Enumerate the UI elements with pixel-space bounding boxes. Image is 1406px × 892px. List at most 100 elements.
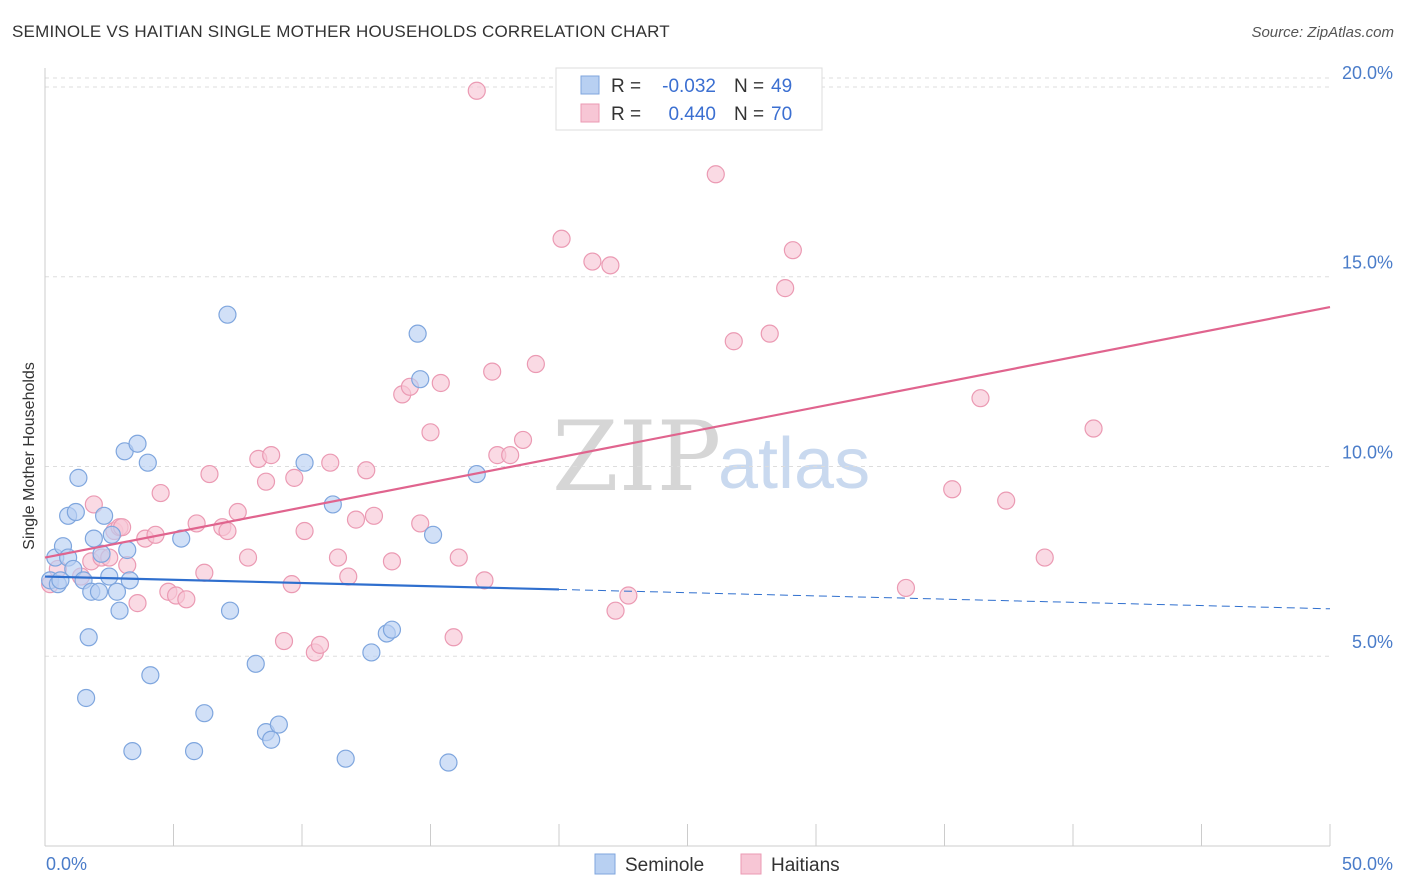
haitian-point xyxy=(84,495,103,514)
legend-n-value-seminole: 49 xyxy=(771,76,792,97)
stats-legend: R = -0.032 N = 49 R = 0.440 N = 70 xyxy=(555,67,823,131)
haitian-point xyxy=(321,453,340,472)
seminole-point xyxy=(382,620,402,639)
legend-n-value-haitians: 70 xyxy=(771,104,792,125)
haitian-point xyxy=(997,491,1016,510)
seminole-point xyxy=(77,688,96,708)
seminole-point xyxy=(118,540,137,560)
y-axis-label: Single Mother Households xyxy=(21,362,38,550)
bottom-legend-seminole: Seminole xyxy=(625,855,704,876)
seminole-point xyxy=(138,453,157,472)
seminole-points xyxy=(41,305,486,772)
haitian-point xyxy=(364,506,384,525)
seminole-point xyxy=(69,468,88,487)
haitian-point xyxy=(706,165,725,184)
seminole-point xyxy=(100,567,119,586)
haitian-point xyxy=(475,571,494,590)
seminole-point xyxy=(120,571,139,590)
trend-lines xyxy=(44,306,1331,610)
haitian-point xyxy=(583,252,602,271)
seminole-trend-line xyxy=(44,575,560,591)
seminole-point xyxy=(295,453,314,472)
haitian-point xyxy=(552,229,571,248)
seminole-point xyxy=(439,753,458,772)
legend-swatch-haitians xyxy=(580,103,600,123)
legend-r-value-haitians: 0.440 xyxy=(668,104,716,125)
chart-title: SEMINOLE VS HAITIAN SINGLE MOTHER HOUSEH… xyxy=(12,22,670,41)
legend-r-label-seminole: R = xyxy=(611,76,641,97)
seminole-point xyxy=(323,495,342,514)
seminole-point xyxy=(246,654,265,673)
seminole-point xyxy=(84,529,103,548)
haitian-point xyxy=(346,510,366,529)
x-tick-label-min: 0.0% xyxy=(46,854,87,874)
y-tick-label: 5.0% xyxy=(1352,632,1393,652)
seminole-point xyxy=(95,506,114,525)
seminole-point xyxy=(218,305,237,324)
seminole-trend-extension xyxy=(558,588,1331,610)
legend-r-value-seminole: -0.032 xyxy=(662,76,716,97)
haitian-point xyxy=(295,521,314,541)
haitian-point xyxy=(218,521,237,541)
haitian-point xyxy=(776,279,795,298)
seminole-point xyxy=(184,742,204,761)
haitian-point xyxy=(971,389,990,408)
haitian-point xyxy=(896,578,916,598)
haitian-point xyxy=(1035,548,1054,567)
haitian-point xyxy=(118,556,137,575)
seminole-point xyxy=(110,601,129,620)
haitian-point xyxy=(619,586,638,605)
haitian-point xyxy=(421,423,440,442)
haitian-point xyxy=(285,468,304,487)
legend-n-label-haitians: N = xyxy=(734,104,764,125)
haitian-point xyxy=(501,446,520,465)
y-tick-label: 20.0% xyxy=(1342,63,1393,83)
haitian-point xyxy=(760,324,779,343)
haitian-point xyxy=(274,631,294,651)
haitian-point xyxy=(431,373,450,393)
watermark-zip: ZIP xyxy=(552,401,721,513)
haitian-point xyxy=(411,514,430,533)
haitian-point xyxy=(943,480,962,499)
seminole-point xyxy=(269,715,288,734)
source-credit: Source: ZipAtlas.com xyxy=(1251,24,1394,41)
legend-swatch-seminole xyxy=(580,75,600,95)
seminole-point xyxy=(92,544,111,563)
seminole-point xyxy=(411,370,430,389)
haitian-point xyxy=(526,354,545,374)
haitian-point xyxy=(449,548,468,567)
haitian-point xyxy=(483,362,502,381)
haitian-point xyxy=(724,332,743,351)
seminole-point xyxy=(262,730,281,749)
seminole-point xyxy=(102,525,121,544)
legend-r-label-haitians: R = xyxy=(611,104,641,125)
seminole-point xyxy=(128,434,147,453)
haitian-trend-line xyxy=(44,306,1331,559)
haitian-point xyxy=(310,635,330,654)
bottom-swatch-seminole xyxy=(594,853,616,875)
haitian-point xyxy=(151,483,170,503)
seminole-point xyxy=(336,749,355,768)
haitian-point xyxy=(282,575,301,594)
y-tick-label: 10.0% xyxy=(1342,442,1393,462)
haitian-point xyxy=(256,472,276,491)
haitian-point xyxy=(601,256,620,275)
seminole-point xyxy=(220,601,240,620)
seminole-point xyxy=(79,628,98,647)
legend-n-label-seminole: N = xyxy=(734,76,764,97)
seminole-point xyxy=(195,704,214,723)
haitian-point xyxy=(200,464,219,484)
seminole-point xyxy=(89,582,109,601)
watermark-atlas: atlas xyxy=(718,424,870,504)
x-tick-label-max: 50.0% xyxy=(1342,854,1393,874)
seminole-point xyxy=(408,324,427,343)
haitian-point xyxy=(357,461,376,480)
haitian-point xyxy=(328,548,348,567)
y-tick-label: 15.0% xyxy=(1342,253,1393,273)
haitian-point xyxy=(382,552,402,571)
haitian-point xyxy=(339,567,358,586)
haitian-point xyxy=(467,81,486,100)
haitian-point xyxy=(783,241,802,260)
haitians-points xyxy=(41,81,1103,662)
